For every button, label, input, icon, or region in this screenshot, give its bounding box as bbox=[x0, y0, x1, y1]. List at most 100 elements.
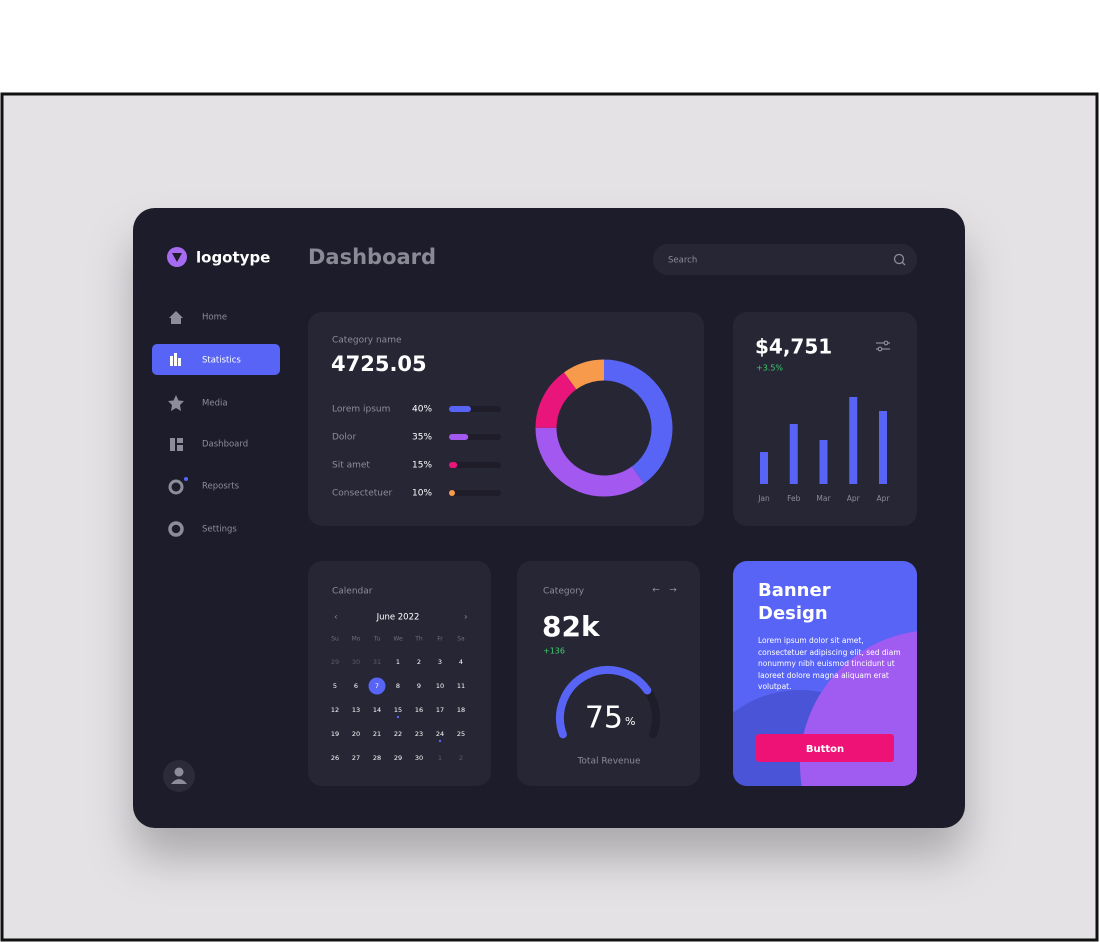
weekday: Fr bbox=[437, 636, 443, 643]
page-title: Dashboard bbox=[308, 245, 436, 269]
day[interactable]: 10 bbox=[436, 682, 444, 690]
day[interactable]: 30 bbox=[415, 754, 423, 762]
revenue-change: +3.5% bbox=[756, 364, 783, 373]
day[interactable]: 4 bbox=[459, 658, 463, 666]
donut-segment bbox=[535, 359, 673, 497]
next-month[interactable]: › bbox=[464, 613, 468, 623]
day[interactable]: 25 bbox=[457, 730, 465, 738]
item-label: Dolor bbox=[332, 433, 356, 443]
day[interactable]: 11 bbox=[457, 682, 465, 690]
day[interactable]: 23 bbox=[415, 730, 423, 738]
day[interactable]: 24 bbox=[436, 730, 444, 738]
gauge-label: Total Revenue bbox=[576, 757, 641, 767]
nav-item[interactable]: Dashboard bbox=[202, 440, 248, 450]
item-label: Lorem ipsum bbox=[332, 405, 390, 415]
day[interactable]: 21 bbox=[373, 730, 381, 738]
nav-item[interactable]: Statistics bbox=[202, 356, 241, 366]
filter-icon[interactable] bbox=[876, 340, 890, 352]
item-percent: 35% bbox=[412, 433, 432, 443]
selected-day[interactable] bbox=[368, 677, 386, 695]
day[interactable]: 2 bbox=[459, 754, 463, 762]
day[interactable]: 30 bbox=[352, 658, 360, 666]
category-value: 82k bbox=[542, 610, 601, 643]
button-label: Button bbox=[806, 744, 844, 755]
card-label: Calendar bbox=[332, 587, 373, 597]
nav-icon bbox=[169, 311, 183, 324]
progress-track bbox=[449, 490, 501, 496]
day[interactable]: 20 bbox=[352, 730, 360, 738]
gauge-unit: % bbox=[625, 715, 635, 728]
gauge-arc bbox=[556, 666, 652, 739]
bar bbox=[789, 424, 798, 484]
stats-total: 4725.05 bbox=[331, 352, 427, 376]
day[interactable]: 18 bbox=[457, 706, 465, 714]
item-label: Consectetuer bbox=[332, 489, 393, 499]
weekday: Su bbox=[331, 636, 339, 643]
progress-bar bbox=[449, 462, 458, 468]
x-tick-label: Apr bbox=[847, 494, 861, 503]
banner-button[interactable] bbox=[756, 734, 894, 762]
banner-content: Banner Design Lorem ipsum dolor sit amet… bbox=[758, 579, 903, 693]
prev-month[interactable]: ‹ bbox=[334, 613, 338, 623]
nav-item[interactable]: Home bbox=[202, 313, 227, 323]
day[interactable]: 31 bbox=[373, 658, 381, 666]
weekday: Sa bbox=[457, 636, 465, 643]
revenue-card bbox=[733, 312, 917, 526]
event-dot bbox=[396, 715, 400, 719]
search-placeholder: Search bbox=[668, 256, 697, 266]
day[interactable]: 1 bbox=[438, 754, 442, 762]
next-arrow[interactable]: → bbox=[669, 586, 677, 596]
day[interactable]: 16 bbox=[415, 706, 423, 714]
day[interactable]: 28 bbox=[373, 754, 381, 762]
weekday: Th bbox=[414, 636, 423, 643]
x-tick-label: Apr bbox=[877, 494, 891, 503]
banner-shape bbox=[800, 630, 917, 786]
day[interactable]: 8 bbox=[396, 682, 400, 690]
bar bbox=[879, 411, 887, 484]
item-label: Sit amet bbox=[332, 461, 370, 471]
nav-item[interactable]: Media bbox=[202, 399, 228, 409]
day[interactable]: 29 bbox=[394, 754, 402, 762]
search-icon[interactable] bbox=[893, 253, 905, 265]
progress-track bbox=[449, 462, 501, 468]
card-label: Category name bbox=[332, 336, 402, 346]
day[interactable]: 15 bbox=[394, 706, 402, 714]
x-tick-label: Mar bbox=[816, 494, 831, 503]
day[interactable]: 7 bbox=[375, 682, 379, 690]
card-label: Category bbox=[543, 587, 585, 597]
day[interactable]: 29 bbox=[331, 658, 339, 666]
nav-active-bg[interactable] bbox=[152, 344, 280, 375]
day[interactable]: 1 bbox=[396, 658, 400, 666]
nav-item[interactable]: Reposrts bbox=[202, 482, 240, 492]
day[interactable]: 6 bbox=[354, 682, 358, 690]
weekday: Tu bbox=[373, 636, 381, 643]
bar bbox=[819, 440, 828, 484]
logo: logotype bbox=[196, 249, 270, 267]
prev-arrow[interactable]: ← bbox=[652, 586, 660, 596]
day[interactable]: 5 bbox=[333, 682, 337, 690]
day[interactable]: 19 bbox=[331, 730, 339, 738]
day[interactable]: 17 bbox=[436, 706, 444, 714]
day[interactable]: 26 bbox=[331, 754, 339, 762]
search-bar[interactable] bbox=[653, 244, 917, 275]
nav-item[interactable]: Settings bbox=[202, 525, 237, 535]
donut-segment bbox=[535, 359, 673, 497]
day[interactable]: 3 bbox=[438, 658, 442, 666]
day[interactable]: 12 bbox=[331, 706, 339, 714]
nav-icon bbox=[168, 521, 184, 537]
day[interactable]: 14 bbox=[373, 706, 381, 714]
event-dot bbox=[438, 739, 442, 743]
bar bbox=[760, 452, 768, 484]
day[interactable]: 13 bbox=[352, 706, 360, 714]
day[interactable]: 9 bbox=[417, 682, 421, 690]
day[interactable]: 27 bbox=[352, 754, 360, 762]
avatar-head bbox=[174, 767, 184, 777]
month: June 2022 bbox=[376, 613, 420, 623]
gauge-value: 75 bbox=[585, 701, 623, 736]
notification-dot bbox=[184, 477, 188, 481]
item-percent: 15% bbox=[412, 461, 432, 471]
day[interactable]: 2 bbox=[417, 658, 421, 666]
x-tick-label: Feb bbox=[787, 494, 801, 503]
day[interactable]: 22 bbox=[394, 730, 402, 738]
